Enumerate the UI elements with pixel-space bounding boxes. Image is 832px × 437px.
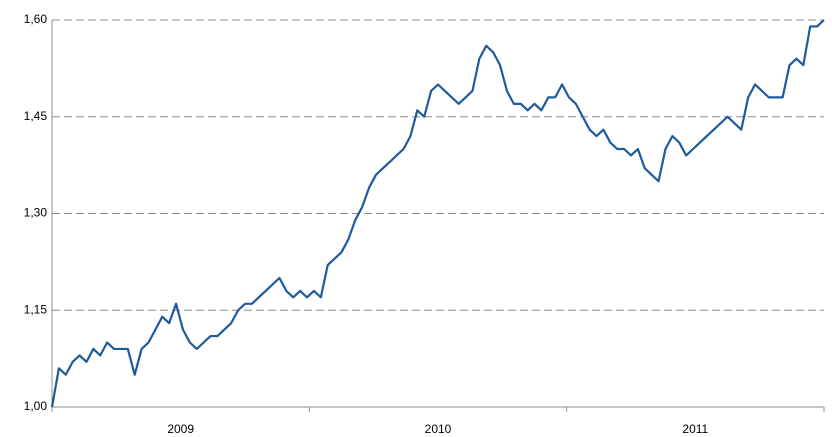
y-tick-label: 1,60 [24, 12, 48, 26]
x-tick-label: 2011 [682, 422, 708, 436]
data-line [50, 19, 825, 408]
y-tick-label: 1,30 [24, 206, 48, 220]
y-tick-label: 1,45 [24, 109, 48, 123]
y-tick-label: 1,15 [24, 302, 48, 316]
y-tick-label: 1,00 [24, 399, 48, 413]
x-tick-label: 2009 [167, 422, 194, 436]
x-tick-label: 2010 [425, 422, 452, 436]
